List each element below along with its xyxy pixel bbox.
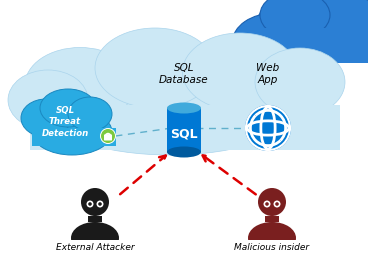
Ellipse shape bbox=[8, 70, 88, 130]
Bar bbox=[30, 105, 340, 150]
Ellipse shape bbox=[40, 89, 96, 127]
Ellipse shape bbox=[167, 147, 201, 158]
Ellipse shape bbox=[32, 109, 112, 155]
Ellipse shape bbox=[233, 13, 318, 71]
Text: Web
App: Web App bbox=[256, 63, 280, 85]
Bar bbox=[247, 240, 297, 260]
Circle shape bbox=[258, 188, 286, 216]
Circle shape bbox=[275, 202, 279, 206]
Text: Malicious insider: Malicious insider bbox=[234, 243, 309, 252]
Ellipse shape bbox=[167, 102, 201, 114]
Bar bbox=[32, 128, 116, 146]
Ellipse shape bbox=[260, 0, 330, 39]
Ellipse shape bbox=[255, 48, 345, 116]
Ellipse shape bbox=[95, 28, 215, 108]
Circle shape bbox=[81, 188, 109, 216]
Bar bbox=[88, 216, 102, 222]
Bar bbox=[70, 240, 120, 260]
Circle shape bbox=[96, 200, 103, 208]
Ellipse shape bbox=[300, 0, 368, 48]
Circle shape bbox=[88, 202, 92, 206]
Circle shape bbox=[263, 200, 270, 208]
Circle shape bbox=[100, 129, 116, 144]
Bar bbox=[167, 108, 201, 152]
Text: External Attacker: External Attacker bbox=[56, 243, 134, 252]
FancyBboxPatch shape bbox=[104, 134, 112, 140]
Ellipse shape bbox=[71, 222, 119, 254]
Circle shape bbox=[246, 106, 290, 150]
Circle shape bbox=[246, 106, 290, 150]
Ellipse shape bbox=[183, 33, 297, 111]
Ellipse shape bbox=[255, 0, 365, 63]
Circle shape bbox=[273, 200, 280, 208]
Text: SQL: SQL bbox=[170, 128, 198, 140]
Circle shape bbox=[86, 200, 93, 208]
Ellipse shape bbox=[68, 97, 112, 131]
Bar bbox=[265, 216, 279, 222]
Ellipse shape bbox=[248, 222, 296, 254]
Bar bbox=[255, 28, 368, 63]
Ellipse shape bbox=[25, 48, 135, 122]
Text: SQL
Threat
Detection: SQL Threat Detection bbox=[41, 106, 89, 138]
Ellipse shape bbox=[45, 65, 295, 155]
Circle shape bbox=[98, 202, 102, 206]
Text: SQL
Database: SQL Database bbox=[159, 63, 209, 85]
Ellipse shape bbox=[21, 99, 71, 137]
Circle shape bbox=[265, 202, 269, 206]
